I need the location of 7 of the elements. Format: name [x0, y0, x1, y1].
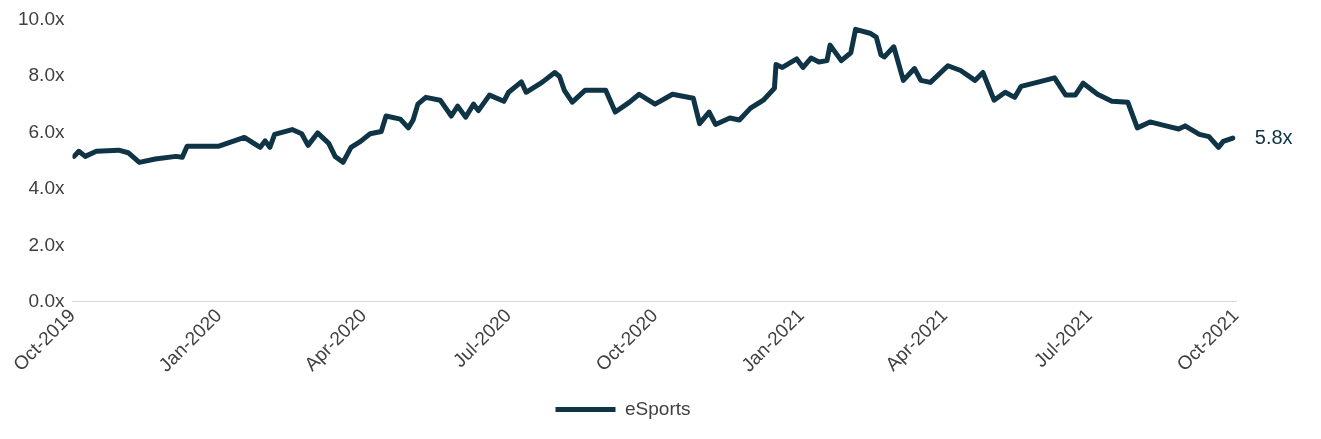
y-tick-label: 4.0x [28, 177, 65, 199]
y-tick-label: 8.0x [28, 64, 65, 86]
y-tick-label: 6.0x [28, 120, 65, 142]
y-tick-label: 2.0x [28, 233, 65, 255]
annotation: 5.8x [1254, 125, 1293, 148]
y-tick-label: 10.0x [18, 7, 65, 29]
legend-label: eSports [625, 397, 691, 419]
